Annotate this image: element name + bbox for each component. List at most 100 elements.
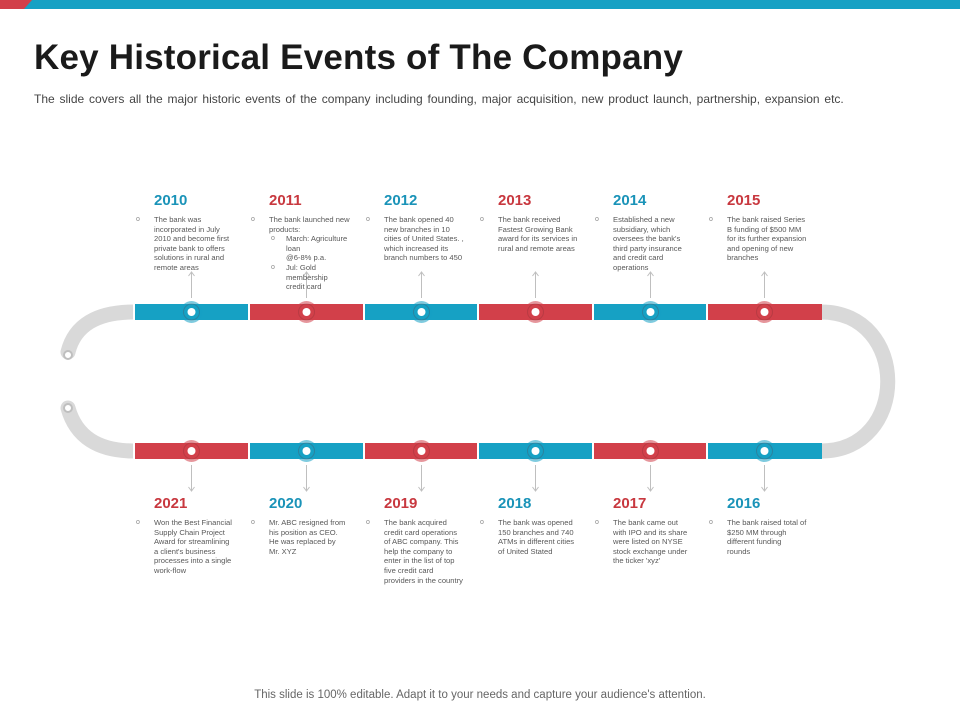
circle-bullet-icon: o [595, 519, 599, 526]
arrow-icon-2018 [532, 486, 539, 492]
event-year: 2012 [384, 192, 418, 209]
arrow-icon-2013 [532, 271, 539, 277]
event-description: o The bank was incorporated in July 2010 an… [134, 215, 239, 273]
bottom-separator-1 [248, 443, 250, 459]
event-description: o Established a new subsidiary, which overs… [593, 215, 698, 273]
bottom-separator-5 [706, 443, 708, 459]
circle-bullet-icon: o [251, 519, 255, 526]
arrow-icon-2016 [761, 486, 768, 492]
top-accent-bar [0, 0, 960, 9]
event-text-line: B funding of $500 MM [727, 224, 802, 234]
event-description: o The bank received Fastest Growing Bank aw… [478, 215, 583, 253]
arrow-icon-2011 [303, 271, 310, 277]
event-description: o The bank was opened 150 branches and 740… [478, 518, 583, 556]
top-separator-0 [133, 304, 135, 320]
event-text-line: a client's business [154, 546, 216, 556]
event-year: 2018 [498, 495, 532, 512]
event-sub-text-line: @6-8% p.a. [286, 253, 327, 263]
arrow-icon-2020 [303, 486, 310, 492]
event-text-line: The bank raised Series [727, 215, 806, 224]
timeline-node-center-2017 [646, 447, 655, 455]
timeline-node-center-2012 [417, 308, 426, 316]
event-text-line: the ticker 'xyz' [613, 556, 661, 566]
event-text-line: enter in the list of top [384, 556, 455, 566]
event-card-2020: 2020 o Mr. ABC resigned from his position a… [249, 495, 354, 556]
top-accent-red-cut [24, 0, 32, 9]
event-text-line: with IPO and its share [613, 527, 688, 537]
top-separator-4 [592, 304, 594, 320]
circle-bullet-icon: o [709, 519, 713, 526]
event-text-line: The bank was opened [498, 518, 573, 527]
event-text-line: The bank was [154, 215, 202, 224]
circle-bullet-icon: o [136, 519, 140, 526]
event-text-line: Established a new [613, 215, 675, 224]
event-text-line: 150 branches and 740 [498, 527, 574, 537]
event-text-line: The bank came out [613, 518, 679, 527]
event-card-2016: 2016 o The bank raised total of $250 MM thr… [707, 495, 812, 556]
event-card-2018: 2018 o The bank was opened 150 branches and… [478, 495, 583, 556]
arrow-icon-2019 [418, 486, 425, 492]
page-subtitle: The slide covers all the major historic … [34, 92, 844, 106]
bottom-separator-3 [477, 443, 479, 459]
top-separator-5 [706, 304, 708, 320]
circle-bullet-icon: o [366, 216, 370, 223]
event-text-line: operations [613, 262, 649, 272]
event-text-line: for its further expansion [727, 234, 807, 244]
timeline-node-center-2018 [531, 447, 540, 455]
event-card-2021: 2021 o Won the Best Financial Supply Chain … [134, 495, 239, 576]
circle-bullet-icon: o [709, 216, 713, 223]
event-text-line: different funding [727, 537, 782, 547]
event-year: 2013 [498, 192, 532, 209]
event-year: 2021 [154, 495, 188, 512]
event-year: 2017 [613, 495, 647, 512]
event-text-line: work-flow [154, 565, 187, 575]
track-curve-bottom-left [60, 400, 142, 459]
event-card-2010: 2010 o The bank was incorporated in July 201… [134, 192, 239, 273]
event-text-line: were listed on NYSE [613, 537, 683, 547]
event-text-line: and opening of new [727, 243, 794, 253]
event-text-line: branch numbers to 450 [384, 253, 463, 263]
event-sub-text-line: Jul: Gold membership [286, 262, 328, 282]
event-year: 2019 [384, 495, 418, 512]
event-description: o Mr. ABC resigned from his position as CE… [249, 518, 354, 556]
event-text-line: rounds [727, 546, 751, 556]
event-text-line: oversees the bank's [613, 234, 681, 244]
event-text-line: third party insurance [613, 243, 682, 253]
circle-bullet-icon: o [271, 263, 275, 271]
track-curve-right [820, 304, 896, 459]
event-year: 2020 [269, 495, 303, 512]
event-text-line: The bank opened 40 [384, 215, 454, 224]
bottom-separator-0 [133, 443, 135, 459]
event-text-line: branches [727, 253, 759, 263]
timeline-node-center-2014 [646, 308, 655, 316]
event-text-line: Mr. ABC resigned from [269, 518, 346, 527]
event-text-line: The bank received [498, 215, 561, 224]
event-text-line: solutions in rural and [154, 253, 225, 263]
top-separator-1 [248, 304, 250, 320]
event-card-2013: 2013 o The bank received Fastest Growing Ba… [478, 192, 583, 253]
track-end-cap-top [63, 350, 73, 360]
event-text-line: The bank raised total of [727, 518, 807, 527]
event-text-line: incorporated in July [154, 224, 220, 234]
track-curve-top-left [60, 304, 142, 360]
track-end-cap-bottom [63, 403, 73, 413]
arrow-icon-2015 [761, 271, 768, 277]
circle-bullet-icon: o [366, 519, 370, 526]
event-text-line: The bank launched new [269, 215, 350, 224]
event-text-line: remote areas [154, 262, 199, 272]
top-separator-3 [477, 304, 479, 320]
event-description: o Won the Best Financial Supply Chain Proj… [134, 518, 239, 576]
event-sub-item: o Jul: Gold membership credit card [269, 263, 354, 292]
event-description: o The bank raised Series B funding of $500… [707, 215, 812, 263]
event-description: o The bank raised total of $250 MM through… [707, 518, 812, 556]
event-year: 2016 [727, 495, 761, 512]
event-sub-text-line: credit card [286, 282, 322, 292]
event-text-line: his position as CEO. [269, 527, 338, 537]
top-separator-2 [363, 304, 365, 320]
event-text-line: ATMs in different cities [498, 537, 575, 547]
timeline-node-center-2015 [760, 308, 769, 316]
timeline-node-center-2021 [187, 447, 196, 455]
timeline-node-center-2019 [417, 447, 426, 455]
event-text-line: and credit card [613, 253, 664, 263]
